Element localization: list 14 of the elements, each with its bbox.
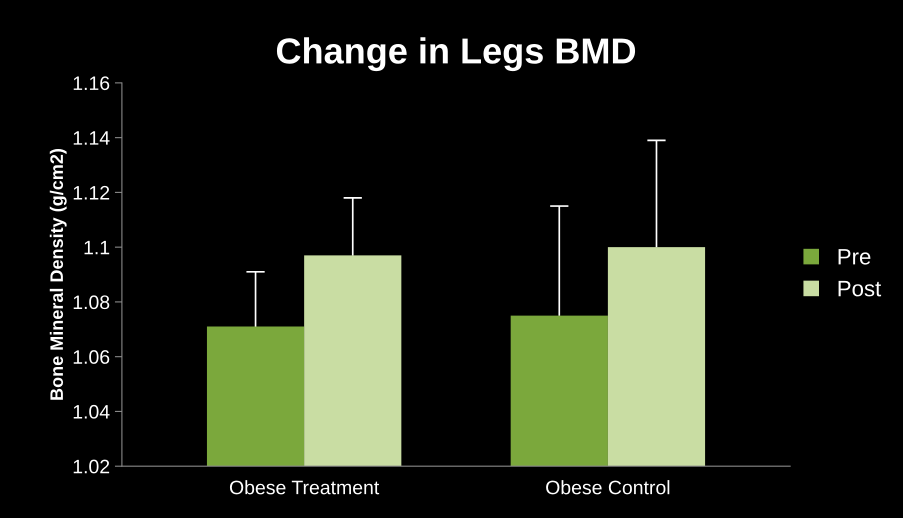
y-tick-label: 1.1 — [84, 240, 110, 254]
y-axis-title: Bone Mineral Density (g/cm2) — [50, 149, 67, 400]
x-tick-label: Obese Treatment — [230, 480, 380, 494]
y-tick-label: 1.04 — [74, 404, 110, 419]
legend-label: Pre — [838, 249, 870, 265]
y-tick-label: 1.16 — [74, 76, 110, 90]
legend-label: Post — [838, 280, 882, 296]
y-tick-label: 1.08 — [74, 295, 110, 310]
y-tick-label: 1.14 — [74, 131, 110, 145]
y-tick-label: 1.06 — [74, 350, 110, 364]
y-tick-label: 1.02 — [74, 460, 110, 474]
x-tick-label: Obese Control — [546, 480, 670, 494]
y-tick-label: 1.12 — [74, 186, 110, 200]
chart-title: Change in Legs BMD — [276, 37, 636, 72]
